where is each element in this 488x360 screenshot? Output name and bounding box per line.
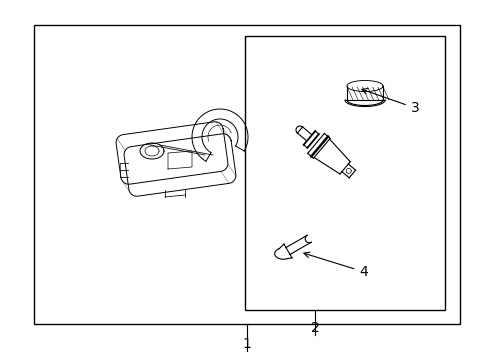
- Text: 3: 3: [361, 89, 419, 115]
- Text: 2: 2: [310, 321, 319, 334]
- Bar: [34, 25, 459, 324]
- Bar: [244, 36, 444, 310]
- Text: 4: 4: [303, 252, 367, 279]
- Text: 1: 1: [242, 337, 251, 351]
